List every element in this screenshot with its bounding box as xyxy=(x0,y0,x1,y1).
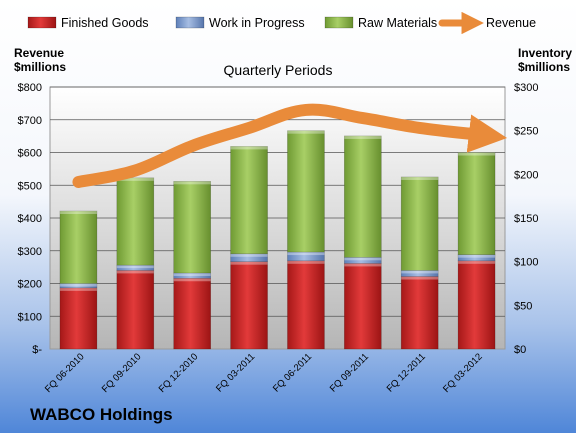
left-tick-label: $400 xyxy=(18,213,42,225)
bar-finished-goods xyxy=(59,287,98,350)
bar-cap xyxy=(230,146,268,150)
bar-cap xyxy=(458,260,496,264)
bar-segment xyxy=(344,135,382,258)
bar-segment xyxy=(344,263,382,350)
bar-finished-goods xyxy=(173,277,211,350)
bar-raw-materials xyxy=(59,210,98,284)
left-tick-label: $- xyxy=(32,344,42,356)
bar-cap xyxy=(401,276,439,280)
bar-segment xyxy=(230,146,268,255)
right-tick-label: $300 xyxy=(514,82,538,94)
bar-segment xyxy=(344,256,382,264)
bar-cap xyxy=(230,261,268,265)
legend-label: Raw Materials xyxy=(358,16,437,30)
right-tick-label: $200 xyxy=(514,169,538,181)
bar-cap xyxy=(344,263,382,267)
right-axis-title-line1: Inventory xyxy=(518,46,572,60)
bar-segment xyxy=(230,261,268,350)
bar-raw-materials xyxy=(287,130,325,253)
bar-segment xyxy=(116,270,155,350)
brand-name: WABCO Holdings xyxy=(30,405,173,424)
bar-segment xyxy=(400,276,439,350)
bar-segment xyxy=(287,251,325,262)
left-axis-title-line2: $millions xyxy=(14,60,66,74)
bar-cap xyxy=(173,278,211,282)
bar-finished-goods xyxy=(230,261,268,350)
right-axis-title-line2: $millions xyxy=(518,60,570,74)
bar-cap xyxy=(401,270,439,274)
bar-cap xyxy=(287,130,325,134)
bar-raw-materials xyxy=(230,146,268,255)
bar-finished-goods xyxy=(457,260,496,350)
bar-segment xyxy=(173,272,211,279)
bars xyxy=(59,130,496,350)
bar-cap xyxy=(287,260,325,264)
bar-cap xyxy=(59,287,97,291)
revenue-line-layer xyxy=(72,103,508,188)
left-tick-label: $200 xyxy=(18,279,42,291)
bar-finished-goods xyxy=(344,263,382,350)
bar-raw-materials xyxy=(344,135,382,258)
right-tick-label: $0 xyxy=(514,344,526,356)
bar-segment xyxy=(173,277,211,350)
right-tick-label: $150 xyxy=(514,213,538,225)
left-tick-label: $100 xyxy=(18,311,42,323)
left-tick-label: $500 xyxy=(18,180,42,192)
bar-raw-materials xyxy=(457,152,496,255)
left-tick-label: $800 xyxy=(18,82,42,94)
bar-raw-materials xyxy=(116,177,155,266)
bar-segment xyxy=(59,287,98,350)
bar-cap xyxy=(116,265,154,269)
bar-raw-materials xyxy=(400,176,439,271)
bar-cap xyxy=(59,211,97,215)
bar-segment xyxy=(287,130,325,253)
bar-cap xyxy=(287,252,325,256)
revenue-line xyxy=(72,103,508,188)
bar-cap xyxy=(173,273,211,277)
bar-cap xyxy=(173,181,211,185)
bar-segment xyxy=(457,254,496,262)
bar-cap xyxy=(116,177,154,181)
bar-segment xyxy=(173,181,211,274)
bar-segment xyxy=(287,260,325,350)
bar-segment xyxy=(230,253,268,262)
left-axis-title-line1: Revenue xyxy=(14,46,64,60)
bar-segment xyxy=(59,210,98,284)
bar-cap xyxy=(458,152,496,156)
left-tick-label: $700 xyxy=(18,115,42,127)
legend-label: Revenue xyxy=(486,16,536,30)
bar-cap xyxy=(344,135,382,139)
left-tick-label: $300 xyxy=(18,246,42,258)
bar-cap xyxy=(401,176,439,180)
legend-swatch xyxy=(175,16,205,29)
bar-raw-materials xyxy=(173,181,211,274)
legend: Finished Goods Work in Progress Raw Materi… xyxy=(27,11,536,35)
legend-label: Finished Goods xyxy=(61,16,149,30)
bar-segment xyxy=(400,270,439,277)
bar-segment xyxy=(116,264,155,271)
left-tick-label: $600 xyxy=(18,148,42,160)
right-tick-label: $50 xyxy=(514,300,532,312)
bar-finished-goods xyxy=(116,270,155,350)
bar-segment xyxy=(59,283,98,289)
legend-swatch xyxy=(324,16,354,29)
bar-cap xyxy=(116,270,154,274)
bar-cap xyxy=(230,253,268,257)
chart-title: Quarterly Periods xyxy=(224,62,333,78)
right-tick-label: $100 xyxy=(514,257,538,269)
bar-finished-goods xyxy=(400,276,439,350)
bar-segment xyxy=(400,176,439,271)
bar-cap xyxy=(59,283,97,287)
right-tick-label: $250 xyxy=(514,126,538,138)
bar-cap xyxy=(458,254,496,258)
bar-segment xyxy=(457,260,496,350)
bar-cap xyxy=(344,257,382,261)
legend-label: Work in Progress xyxy=(209,16,305,30)
legend-swatch xyxy=(27,16,57,29)
bar-segment xyxy=(116,177,155,266)
bar-segment xyxy=(457,152,496,255)
bar-finished-goods xyxy=(287,260,325,350)
